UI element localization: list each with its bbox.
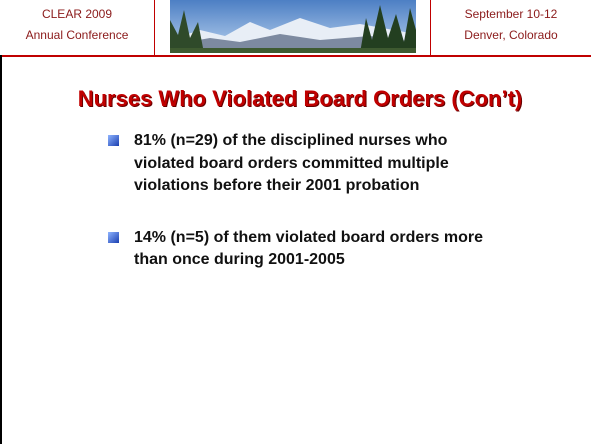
header-left: CLEAR 2009 Annual Conference [0,0,155,55]
header-text: Annual Conference [0,25,154,46]
header-text: September 10-12 [431,4,591,25]
slide-title: Nurses Who Violated Board Orders (Con’t) [0,86,591,112]
bullet-list: 81% (n=29) of the disciplined nurses who… [108,130,508,301]
left-edge [0,55,2,444]
bullet-icon [108,232,119,243]
bullet: 81% (n=29) of the disciplined nurses who… [108,130,508,198]
header-rule [0,55,591,57]
header-text: CLEAR 2009 [0,4,154,25]
bullet-icon [108,135,119,146]
header-photo [170,0,416,53]
header-right: September 10-12 Denver, Colorado [430,0,591,55]
header-text: Denver, Colorado [431,25,591,46]
bullet-text: 14% (n=5) of them violated board orders … [134,229,483,269]
bullet-text: 81% (n=29) of the disciplined nurses who… [134,132,449,194]
bullet: 14% (n=5) of them violated board orders … [108,227,508,272]
slide: CLEAR 2009 Annual Conference September 1… [0,0,591,444]
